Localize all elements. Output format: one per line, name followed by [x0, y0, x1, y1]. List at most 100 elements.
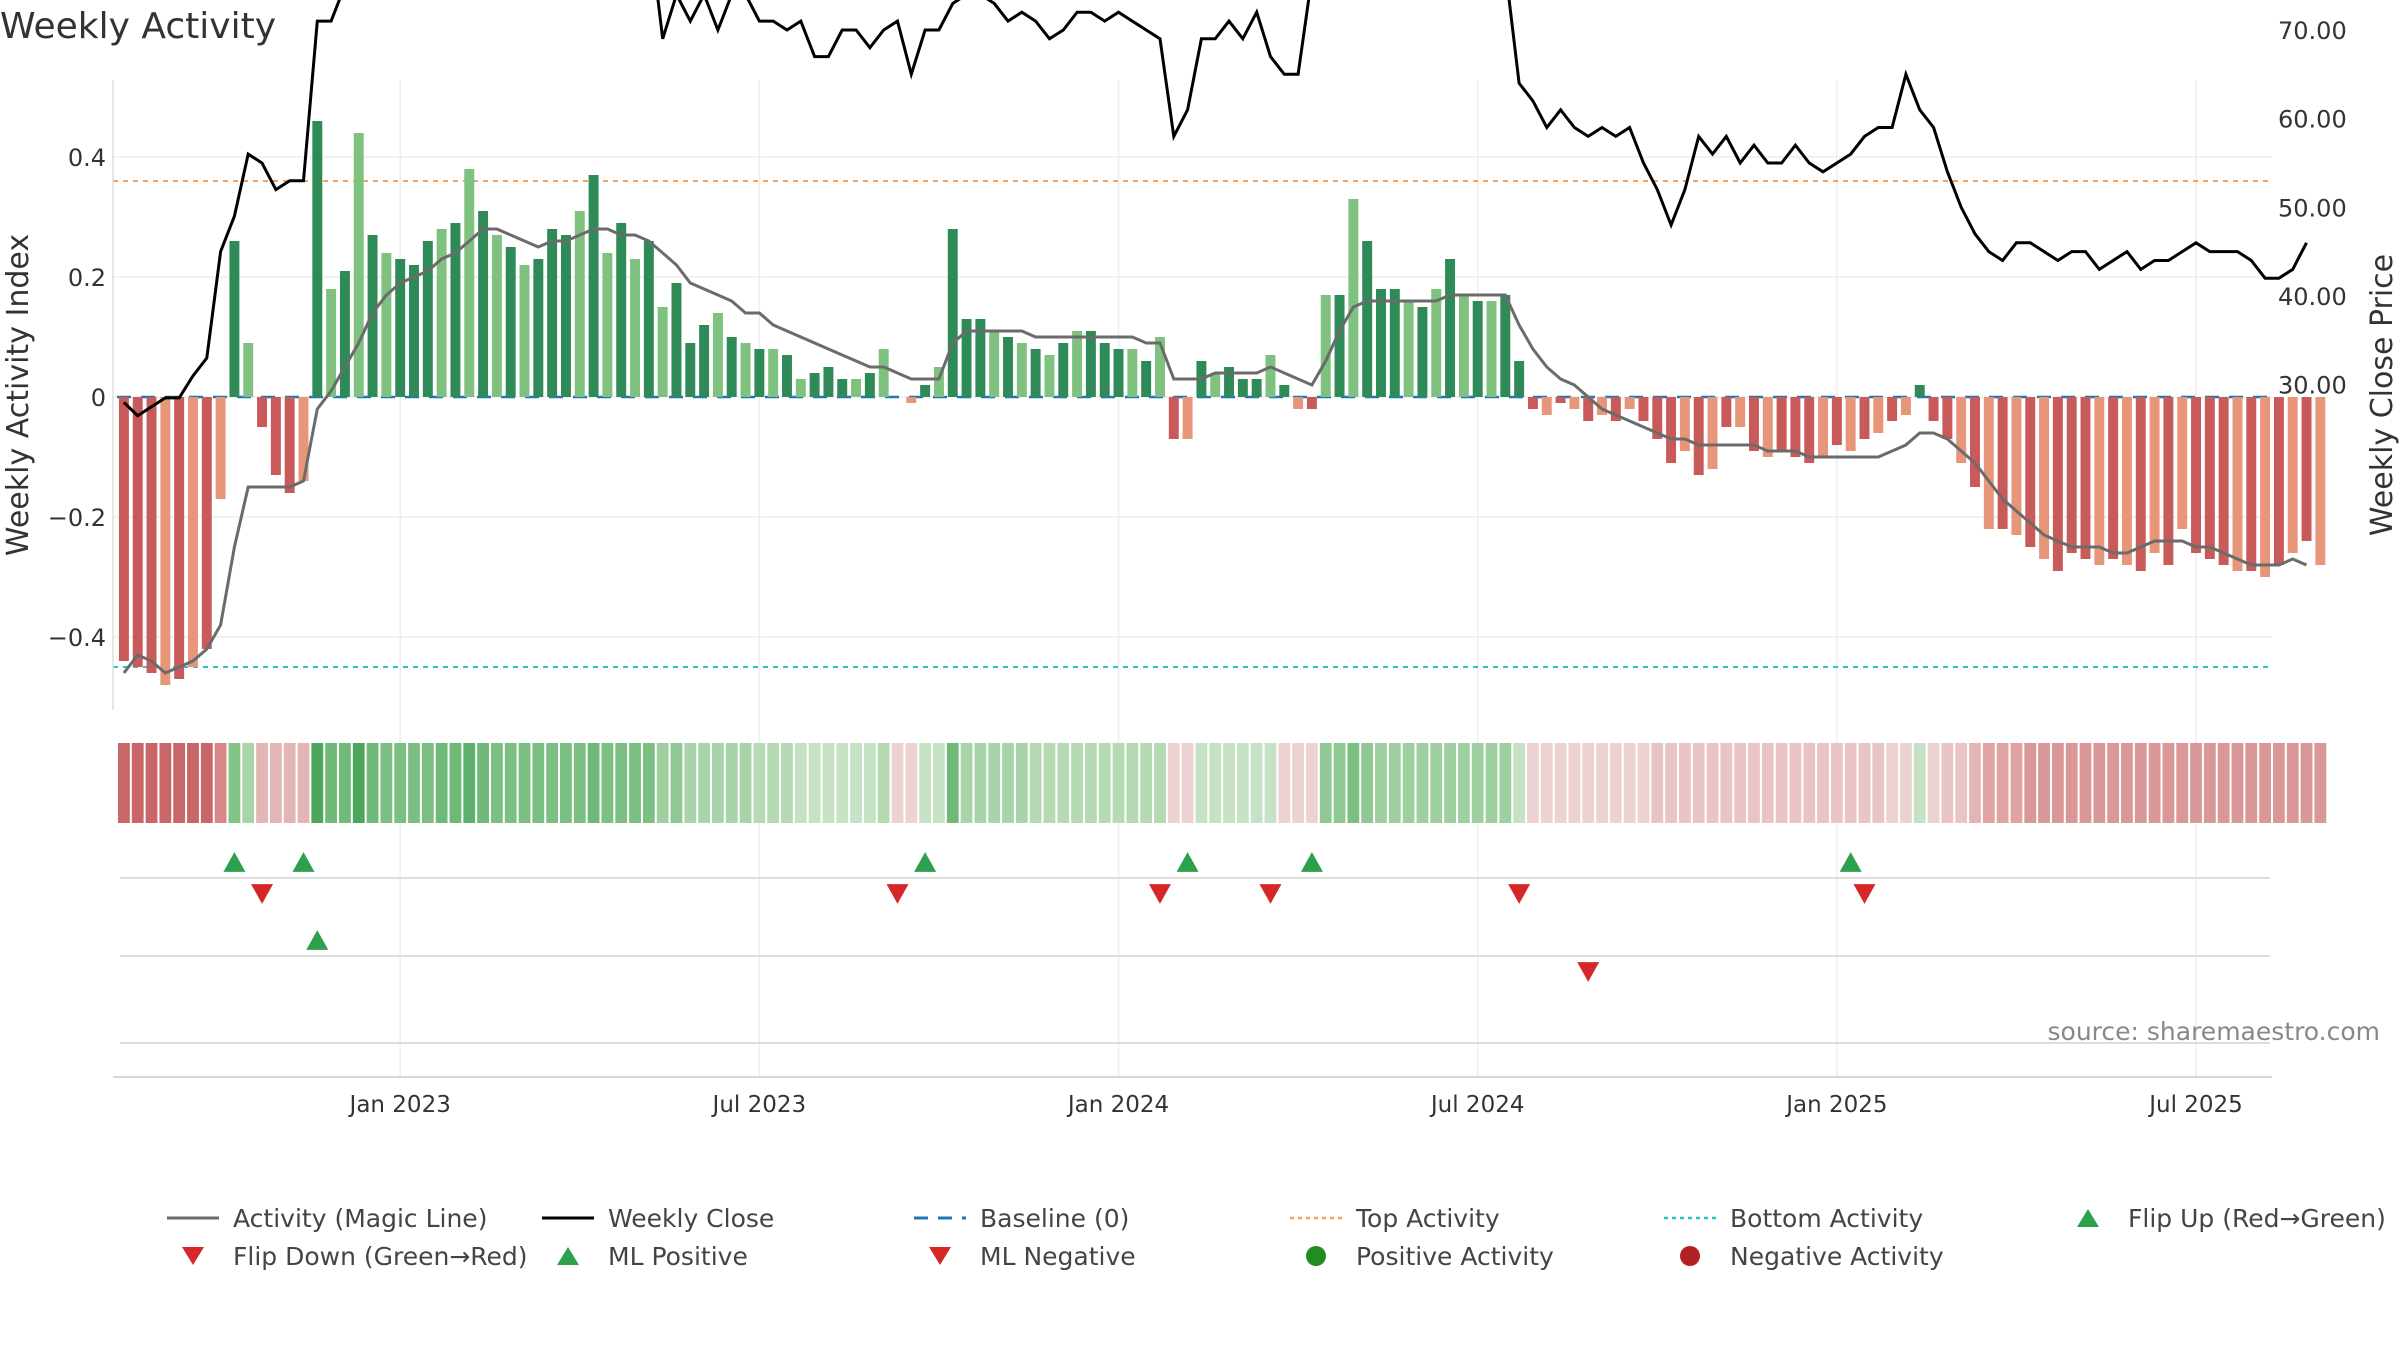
- strip-cell: [587, 743, 600, 823]
- strip-cell: [352, 743, 365, 823]
- activity-bar: [1956, 397, 1967, 463]
- strip-cell: [1692, 743, 1705, 823]
- strip-cell: [642, 743, 655, 823]
- activity-bar: [685, 343, 696, 397]
- activity-bar: [616, 223, 627, 397]
- strip-cell: [1264, 743, 1277, 823]
- activity-bar: [1168, 397, 1179, 439]
- strip-cell: [753, 743, 766, 823]
- strip-cell: [394, 743, 407, 823]
- x-tick-label: Jan 2023: [348, 1092, 451, 1118]
- activity-bar: [574, 211, 585, 397]
- legend-swatch-icon: [1306, 1246, 1326, 1266]
- activity-bar: [989, 331, 1000, 397]
- strip-cell: [532, 743, 545, 823]
- strip-cell: [1803, 743, 1816, 823]
- activity-bar: [1334, 295, 1345, 397]
- activity-bar: [1569, 397, 1580, 409]
- legend-item: Baseline (0): [912, 1200, 1129, 1236]
- strip-cell: [2093, 743, 2106, 823]
- flip-down-marker: [886, 884, 909, 904]
- strip-cell: [214, 743, 227, 823]
- activity-bar: [2301, 397, 2312, 541]
- activity-bar: [2025, 397, 2036, 547]
- activity-bar: [2135, 397, 2146, 571]
- strip-cell: [1941, 743, 1954, 823]
- activity-bar: [1058, 343, 1069, 397]
- strip-cell: [504, 743, 517, 823]
- activity-bar: [643, 241, 654, 397]
- activity-bar: [2287, 397, 2298, 553]
- activity-bar: [146, 397, 157, 673]
- weekly-close-line: [122, 0, 2308, 418]
- legend-swatch: [1306, 1246, 1326, 1266]
- activity-bar: [837, 379, 848, 397]
- strip-cell: [242, 743, 255, 823]
- strip-cell: [1043, 743, 1056, 823]
- activity-bar: [1348, 199, 1359, 397]
- strip-cell: [1278, 743, 1291, 823]
- strip-cell: [1637, 743, 1650, 823]
- activity-bar: [2039, 397, 2050, 559]
- activity-bar: [243, 343, 254, 397]
- strip-cell: [698, 743, 711, 823]
- strip-cell: [2162, 743, 2175, 823]
- activity-bar: [920, 385, 931, 397]
- activity-bar: [1679, 397, 1690, 451]
- activity-bar: [1735, 397, 1746, 427]
- activity-bar: [395, 259, 406, 397]
- activity-bar: [1500, 295, 1511, 397]
- activity-bar: [1652, 397, 1663, 439]
- activity-bar: [312, 121, 323, 397]
- strip-cell: [2176, 743, 2189, 823]
- strip-cell: [1457, 743, 1470, 823]
- strip-cell: [339, 743, 351, 823]
- activity-bar: [381, 253, 392, 397]
- strip-cell: [2273, 743, 2285, 823]
- strip-cell: [1872, 743, 1885, 823]
- strip-cell: [1969, 743, 1981, 823]
- strip-cell: [1029, 743, 1042, 823]
- strip-cell: [891, 743, 904, 823]
- activity-bar: [699, 325, 710, 397]
- magic-line: [122, 227, 2308, 675]
- activity-bar: [298, 397, 309, 481]
- strip-cell: [1982, 743, 1995, 823]
- x-tick-label: Jan 2025: [1784, 1092, 1887, 1118]
- activity-bar: [2246, 397, 2257, 571]
- activity-bar: [270, 397, 281, 475]
- strip-cell: [974, 743, 987, 823]
- strip-cell: [1596, 743, 1608, 823]
- strip-cell: [739, 743, 752, 823]
- legend-item: ML Positive: [540, 1238, 748, 1274]
- legend-swatch: [557, 1247, 579, 1265]
- strip-cell: [1706, 743, 1719, 823]
- activity-bar: [1624, 397, 1635, 409]
- strip-cell: [2107, 743, 2120, 823]
- strip-cell: [1084, 743, 1097, 823]
- activity-bar: [1610, 397, 1621, 421]
- strip-cell: [1250, 743, 1263, 823]
- y2-axis-label: Weekly Close Price: [2365, 254, 2400, 536]
- flip-down-marker: [1259, 884, 1282, 904]
- axes: Weekly Activity Index Weekly Close Price…: [1, 17, 2400, 1118]
- y-axis-label: Weekly Activity Index: [1, 234, 36, 556]
- activity-bar: [547, 229, 558, 397]
- strip-cell: [684, 743, 697, 823]
- activity-bars: [118, 121, 2326, 685]
- activity-bar: [1265, 355, 1276, 397]
- strip-cell: [1830, 743, 1843, 823]
- legend-swatch: [2077, 1209, 2099, 1227]
- y-tick-label: 0.4: [68, 144, 106, 172]
- activity-bar: [782, 355, 792, 397]
- strip-cell: [200, 743, 213, 823]
- y-tick-label: 0: [91, 384, 106, 412]
- activity-bar: [1804, 397, 1815, 463]
- strip-cell: [2148, 743, 2161, 823]
- activity-bar: [1472, 301, 1483, 397]
- activity-bar: [1818, 397, 1829, 457]
- activity-bar: [215, 397, 226, 499]
- strip-cell: [1748, 743, 1760, 823]
- activity-bar: [160, 397, 171, 685]
- strip-cell: [1154, 743, 1166, 823]
